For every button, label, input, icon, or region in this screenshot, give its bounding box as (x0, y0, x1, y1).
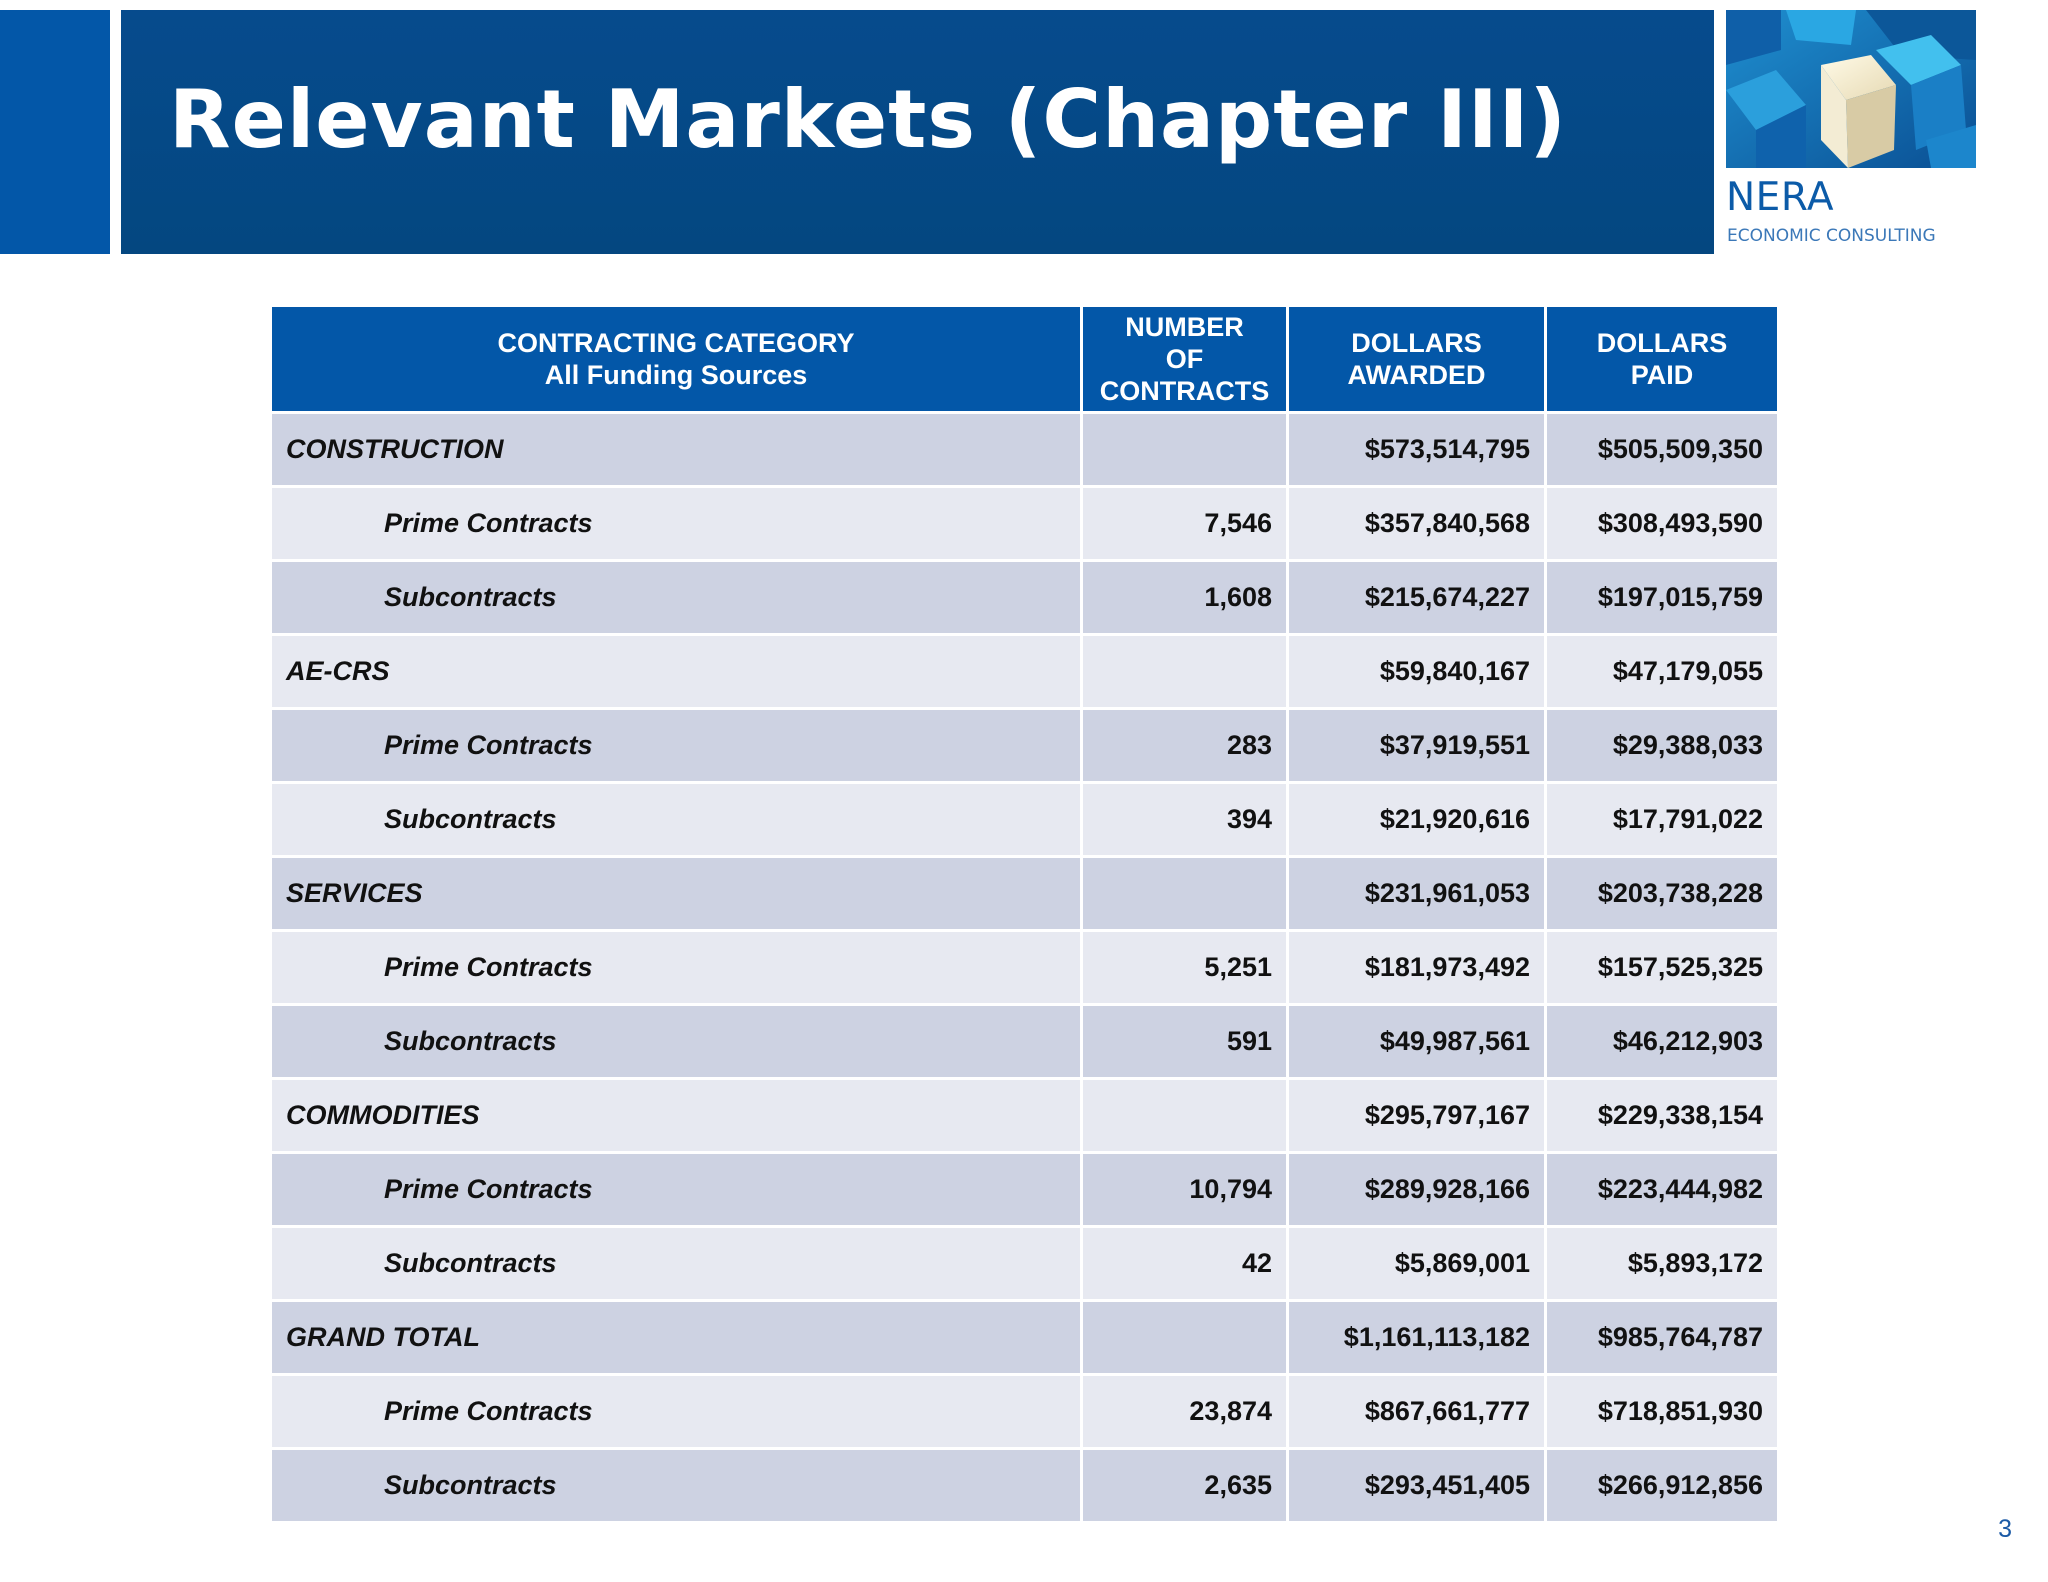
table-header-row: CONTRACTING CATEGORY All Funding Sources… (272, 307, 1777, 411)
header-awarded-line1: DOLLARS (1351, 328, 1482, 358)
paid-cell: $17,791,022 (1547, 784, 1777, 855)
category-cell: Prime Contracts (272, 932, 1080, 1003)
category-cell: GRAND TOTAL (272, 1302, 1080, 1373)
logo-name: NERA (1726, 175, 1835, 220)
category-cell: AE-CRS (272, 636, 1080, 707)
paid-cell: $203,738,228 (1547, 858, 1777, 929)
table-row: Subcontracts 591 $49,987,561 $46,212,903 (272, 1006, 1777, 1077)
table-row: Prime Contracts 7,546 $357,840,568 $308,… (272, 488, 1777, 559)
number-cell (1083, 1080, 1286, 1151)
number-cell: 5,251 (1083, 932, 1286, 1003)
table-row-ae-crs: AE-CRS $59,840,167 $47,179,055 (272, 636, 1777, 707)
table-row: Subcontracts 2,635 $293,451,405 $266,912… (272, 1450, 1777, 1521)
header-contracting-category: CONTRACTING CATEGORY All Funding Sources (272, 307, 1080, 411)
paid-cell: $197,015,759 (1547, 562, 1777, 633)
number-cell: 2,635 (1083, 1450, 1286, 1521)
left-accent-bar (0, 10, 110, 254)
category-cell: Prime Contracts (272, 710, 1080, 781)
logo-cubes-image (1726, 10, 1976, 168)
header-number-line1: NUMBER (1125, 312, 1244, 342)
awarded-cell: $293,451,405 (1289, 1450, 1544, 1521)
category-cell: Subcontracts (272, 1450, 1080, 1521)
table-row-commodities: COMMODITIES $295,797,167 $229,338,154 (272, 1080, 1777, 1151)
category-cell: Subcontracts (272, 1228, 1080, 1299)
slide-title: Relevant Markets (Chapter III) (169, 73, 1567, 166)
table-row-grand-total: GRAND TOTAL $1,161,113,182 $985,764,787 (272, 1302, 1777, 1373)
logo-subtitle: ECONOMIC CONSULTING (1727, 226, 1936, 246)
number-cell: 7,546 (1083, 488, 1286, 559)
table-row: Subcontracts 1,608 $215,674,227 $197,015… (272, 562, 1777, 633)
table-row: Subcontracts 42 $5,869,001 $5,893,172 (272, 1228, 1777, 1299)
header-awarded-line2: AWARDED (1347, 360, 1486, 390)
awarded-cell: $59,840,167 (1289, 636, 1544, 707)
awarded-cell: $1,161,113,182 (1289, 1302, 1544, 1373)
category-cell: CONSTRUCTION (272, 414, 1080, 485)
category-cell: Subcontracts (272, 784, 1080, 855)
table-row: Subcontracts 394 $21,920,616 $17,791,022 (272, 784, 1777, 855)
awarded-cell: $295,797,167 (1289, 1080, 1544, 1151)
number-cell: 1,608 (1083, 562, 1286, 633)
header-number-line3: CONTRACTS (1099, 376, 1270, 406)
number-cell: 394 (1083, 784, 1286, 855)
table-row-services: SERVICES $231,961,053 $203,738,228 (272, 858, 1777, 929)
table-row: Prime Contracts 10,794 $289,928,166 $223… (272, 1154, 1777, 1225)
paid-cell: $46,212,903 (1547, 1006, 1777, 1077)
number-cell: 591 (1083, 1006, 1286, 1077)
header-number-line2: OF (1165, 344, 1204, 374)
table-row: Prime Contracts 23,874 $867,661,777 $718… (272, 1376, 1777, 1447)
category-cell: COMMODITIES (272, 1080, 1080, 1151)
number-cell: 42 (1083, 1228, 1286, 1299)
table-row: Prime Contracts 283 $37,919,551 $29,388,… (272, 710, 1777, 781)
contracts-table-container: CONTRACTING CATEGORY All Funding Sources… (272, 307, 1777, 1521)
paid-cell: $505,509,350 (1547, 414, 1777, 485)
paid-cell: $229,338,154 (1547, 1080, 1777, 1151)
table-row-construction: CONSTRUCTION $573,514,795 $505,509,350 (272, 414, 1777, 485)
number-cell (1083, 414, 1286, 485)
awarded-cell: $867,661,777 (1289, 1376, 1544, 1447)
number-cell (1083, 636, 1286, 707)
number-cell: 10,794 (1083, 1154, 1286, 1225)
paid-cell: $718,851,930 (1547, 1376, 1777, 1447)
table-row: Prime Contracts 5,251 $181,973,492 $157,… (272, 932, 1777, 1003)
category-cell: Prime Contracts (272, 1154, 1080, 1225)
header-number-of-contracts: NUMBER OF CONTRACTS (1083, 307, 1286, 411)
paid-cell: $47,179,055 (1547, 636, 1777, 707)
awarded-cell: $181,973,492 (1289, 932, 1544, 1003)
contracts-table: CONTRACTING CATEGORY All Funding Sources… (269, 304, 1780, 1524)
awarded-cell: $289,928,166 (1289, 1154, 1544, 1225)
header-dollars-awarded: DOLLARS AWARDED (1289, 307, 1544, 411)
header-paid-line1: DOLLARS (1596, 328, 1728, 358)
paid-cell: $308,493,590 (1547, 488, 1777, 559)
awarded-cell: $5,869,001 (1289, 1228, 1544, 1299)
awarded-cell: $357,840,568 (1289, 488, 1544, 559)
header-paid-line2: PAID (1630, 360, 1694, 390)
awarded-cell: $231,961,053 (1289, 858, 1544, 929)
number-cell: 283 (1083, 710, 1286, 781)
number-cell (1083, 858, 1286, 929)
paid-cell: $29,388,033 (1547, 710, 1777, 781)
awarded-cell: $37,919,551 (1289, 710, 1544, 781)
paid-cell: $985,764,787 (1547, 1302, 1777, 1373)
header-dollars-paid: DOLLARS PAID (1547, 307, 1777, 411)
header-category-line2: All Funding Sources (544, 360, 808, 390)
paid-cell: $5,893,172 (1547, 1228, 1777, 1299)
awarded-cell: $573,514,795 (1289, 414, 1544, 485)
title-banner: Relevant Markets (Chapter III) (121, 10, 1714, 254)
category-cell: Prime Contracts (272, 1376, 1080, 1447)
awarded-cell: $21,920,616 (1289, 784, 1544, 855)
category-cell: Subcontracts (272, 1006, 1080, 1077)
awarded-cell: $215,674,227 (1289, 562, 1544, 633)
nera-logo: NERA ECONOMIC CONSULTING (1726, 10, 1976, 254)
awarded-cell: $49,987,561 (1289, 1006, 1544, 1077)
header-category-line1: CONTRACTING CATEGORY (497, 328, 855, 358)
category-cell: SERVICES (272, 858, 1080, 929)
number-cell (1083, 1302, 1286, 1373)
number-cell: 23,874 (1083, 1376, 1286, 1447)
paid-cell: $266,912,856 (1547, 1450, 1777, 1521)
paid-cell: $157,525,325 (1547, 932, 1777, 1003)
category-cell: Subcontracts (272, 562, 1080, 633)
page-number: 3 (1998, 1515, 2012, 1543)
paid-cell: $223,444,982 (1547, 1154, 1777, 1225)
category-cell: Prime Contracts (272, 488, 1080, 559)
